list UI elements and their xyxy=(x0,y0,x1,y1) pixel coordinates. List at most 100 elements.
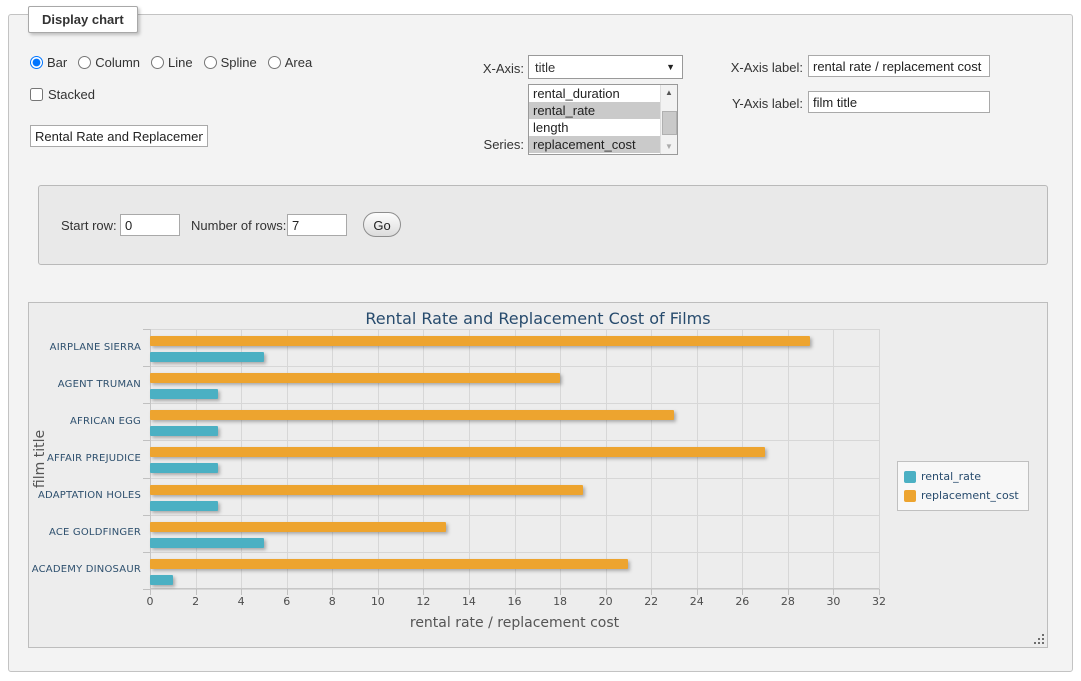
x-tick-label: 14 xyxy=(454,595,484,608)
x-axis-select-value: title xyxy=(535,60,555,75)
legend-item-rental_rate[interactable]: rental_rate xyxy=(904,467,1019,486)
category-label: ACADEMY DINOSAUR xyxy=(29,564,141,575)
x-tick-label: 2 xyxy=(181,595,211,608)
radio-spline[interactable] xyxy=(204,56,217,69)
legend-label: replacement_cost xyxy=(921,489,1019,502)
radio-label: Column xyxy=(95,55,140,70)
chart-type-option-area[interactable]: Area xyxy=(268,55,312,70)
bar-replacement_cost[interactable] xyxy=(150,373,560,383)
category-label: AIRPLANE SIERRA xyxy=(29,342,141,353)
panel-title: Display chart xyxy=(28,6,138,33)
legend-item-replacement_cost[interactable]: replacement_cost xyxy=(904,486,1019,505)
y-axis-line xyxy=(150,329,151,589)
gridline xyxy=(833,329,834,589)
category-label: ADAPTATION HOLES xyxy=(29,490,141,501)
chart-title-input[interactable] xyxy=(30,125,208,147)
scroll-up-icon[interactable]: ▲ xyxy=(661,85,677,100)
gridline xyxy=(150,366,879,367)
y-axis-label-input[interactable] xyxy=(808,91,990,113)
x-tick-label: 16 xyxy=(500,595,530,608)
series-option-rental_duration[interactable]: rental_duration xyxy=(529,85,660,102)
bar-replacement_cost[interactable] xyxy=(150,336,810,346)
x-tick-label: 22 xyxy=(636,595,666,608)
radio-line[interactable] xyxy=(151,56,164,69)
series-listbox-label: Series: xyxy=(430,137,524,152)
chart-type-option-line[interactable]: Line xyxy=(151,55,193,70)
gridline xyxy=(150,329,879,330)
rows-panel: Start row: Number of rows: Go xyxy=(38,185,1048,265)
listbox-scrollbar[interactable]: ▲ ▼ xyxy=(660,85,677,154)
x-tick-label: 30 xyxy=(818,595,848,608)
go-button[interactable]: Go xyxy=(363,212,401,237)
x-tick-label: 24 xyxy=(682,595,712,608)
gridline xyxy=(469,329,470,589)
series-option-length[interactable]: length xyxy=(529,119,660,136)
bar-rental_rate[interactable] xyxy=(150,426,218,436)
number-of-rows-input[interactable] xyxy=(287,214,347,236)
gridline xyxy=(241,329,242,589)
bar-rental_rate[interactable] xyxy=(150,538,264,548)
chart-legend: rental_rate replacement_cost xyxy=(897,461,1029,511)
gridline xyxy=(150,478,879,479)
stacked-option[interactable]: Stacked xyxy=(30,87,95,102)
stacked-label: Stacked xyxy=(48,87,95,102)
radio-column[interactable] xyxy=(78,56,91,69)
bar-replacement_cost[interactable] xyxy=(150,447,765,457)
radio-area[interactable] xyxy=(268,56,281,69)
gridline xyxy=(742,329,743,589)
scrollbar-thumb[interactable] xyxy=(662,111,677,135)
y-axis-label-label: Y-Axis label: xyxy=(700,96,803,111)
tick-mark xyxy=(143,589,150,590)
gridline xyxy=(423,329,424,589)
bar-rental_rate[interactable] xyxy=(150,575,173,585)
chart-type-option-column[interactable]: Column xyxy=(78,55,140,70)
x-tick-label: 32 xyxy=(864,595,894,608)
chart-type-option-spline[interactable]: Spline xyxy=(204,55,257,70)
chevron-down-icon: ▼ xyxy=(666,62,675,72)
radio-label: Bar xyxy=(47,55,67,70)
gridline xyxy=(560,329,561,589)
gridline xyxy=(196,329,197,589)
series-option-replacement_cost[interactable]: replacement_cost xyxy=(529,136,660,153)
page: Display chart Bar Column Line Spline Area St… xyxy=(0,0,1081,681)
radio-bar[interactable] xyxy=(30,56,43,69)
bar-rental_rate[interactable] xyxy=(150,463,218,473)
chart-type-radio-group: Bar Column Line Spline Area xyxy=(30,55,312,70)
x-axis-select[interactable]: title ▼ xyxy=(528,55,683,79)
tick-mark xyxy=(143,440,150,441)
scroll-down-icon[interactable]: ▼ xyxy=(661,139,677,154)
bar-rental_rate[interactable] xyxy=(150,501,218,511)
bar-rental_rate[interactable] xyxy=(150,389,218,399)
gridline xyxy=(150,440,879,441)
bar-replacement_cost[interactable] xyxy=(150,410,674,420)
chart-type-option-bar[interactable]: Bar xyxy=(30,55,67,70)
gridline xyxy=(697,329,698,589)
x-axis-title: rental rate / replacement cost xyxy=(150,615,879,631)
series-option-rental_rate[interactable]: rental_rate xyxy=(529,102,660,119)
x-tick-label: 28 xyxy=(773,595,803,608)
x-tick-label: 4 xyxy=(226,595,256,608)
radio-label: Line xyxy=(168,55,193,70)
bar-replacement_cost[interactable] xyxy=(150,559,628,569)
x-tick-label: 6 xyxy=(272,595,302,608)
bar-replacement_cost[interactable] xyxy=(150,522,446,532)
gridline xyxy=(150,552,879,553)
x-axis-label-input[interactable] xyxy=(808,55,990,77)
x-axis-select-label: X-Axis: xyxy=(430,61,524,76)
gridline xyxy=(332,329,333,589)
tick-mark xyxy=(143,366,150,367)
legend-label: rental_rate xyxy=(921,470,981,483)
gridline xyxy=(150,515,879,516)
bar-replacement_cost[interactable] xyxy=(150,485,583,495)
tick-mark xyxy=(143,403,150,404)
category-label: AGENT TRUMAN xyxy=(29,379,141,390)
gridline xyxy=(606,329,607,589)
start-row-input[interactable] xyxy=(120,214,180,236)
stacked-checkbox[interactable] xyxy=(30,88,43,101)
chart-title: Rental Rate and Replacement Cost of Film… xyxy=(29,309,1047,328)
x-tick-label: 0 xyxy=(135,595,165,608)
resize-grip-icon[interactable] xyxy=(1034,634,1045,645)
series-listbox[interactable]: rental_durationrental_ratelengthreplacem… xyxy=(528,84,678,155)
bar-rental_rate[interactable] xyxy=(150,352,264,362)
plot-area xyxy=(150,329,879,589)
